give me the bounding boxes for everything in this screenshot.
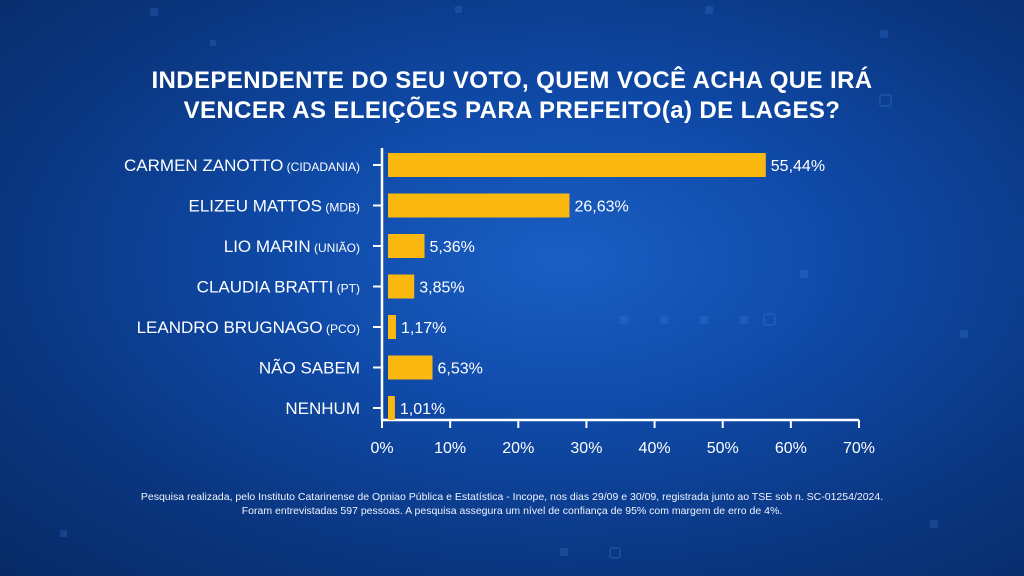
chart-title-line-2: VENCER AS ELEIÇÕES PARA PREFEITO(a) DE L… [183,97,841,124]
bar [388,396,395,420]
x-tick-label: 50% [707,440,739,457]
category-label: CLAUDIA BRATTI (PT) [197,278,360,297]
chart-title: INDEPENDENTE DO SEU VOTO, QUEM VOCÊ ACHA… [0,66,1024,126]
category-party: (UNIÃO) [311,241,360,255]
bar-value-label: 3,85% [419,280,464,297]
bar-value-label: 1,01% [400,401,445,418]
x-tick-label: 40% [639,440,671,457]
category-name: ELIZEU MATTOS [188,197,322,216]
bar-value-label: 1,17% [401,320,446,337]
bar [388,355,433,380]
x-tick-label: 70% [843,440,875,457]
x-tick-label: 20% [502,440,534,457]
category-label: NÃO SABEM [259,359,360,378]
category-name: LEANDRO BRUGNAGO [137,318,323,337]
bar [388,193,570,218]
category-party: (PCO) [323,322,360,336]
category-name: CLAUDIA BRATTI [197,278,334,297]
category-name: CARMEN ZANOTTO [124,156,283,175]
category-label: NENHUM [285,399,360,418]
category-party: (PT) [333,282,360,296]
bar [388,274,415,299]
category-label: CARMEN ZANOTTO (CIDADANIA) [124,156,360,175]
x-tick-label: 0% [370,440,393,457]
x-tick-label: 60% [775,440,807,457]
category-name: LIO MARIN [224,237,311,256]
category-party: (CIDADANIA) [283,160,360,174]
chart-title-line-1: INDEPENDENTE DO SEU VOTO, QUEM VOCÊ ACHA… [151,67,873,94]
category-name: NÃO SABEM [259,359,360,378]
category-party: (MDB) [322,201,360,215]
footnote: Pesquisa realizada, pelo Instituto Catar… [0,490,1024,518]
x-tick-label: 30% [570,440,602,457]
bar-value-label: 5,36% [430,239,475,256]
bar-value-label: 6,53% [437,361,482,378]
bar-value-label: 55,44% [771,158,825,175]
bar [388,153,766,177]
category-label: ELIZEU MATTOS (MDB) [188,197,360,216]
category-label: LIO MARIN (UNIÃO) [224,237,360,256]
footnote-line-1: Pesquisa realizada, pelo Instituto Catar… [140,491,884,503]
bar-value-label: 26,63% [574,199,628,216]
category-label: LEANDRO BRUGNAGO (PCO) [137,318,360,337]
x-tick-label: 10% [434,440,466,457]
bar [388,234,425,258]
bar [388,315,396,339]
category-name: NENHUM [285,399,360,418]
footnote-line-2: Foram entrevistadas 597 pessoas. A pesqu… [241,505,783,517]
